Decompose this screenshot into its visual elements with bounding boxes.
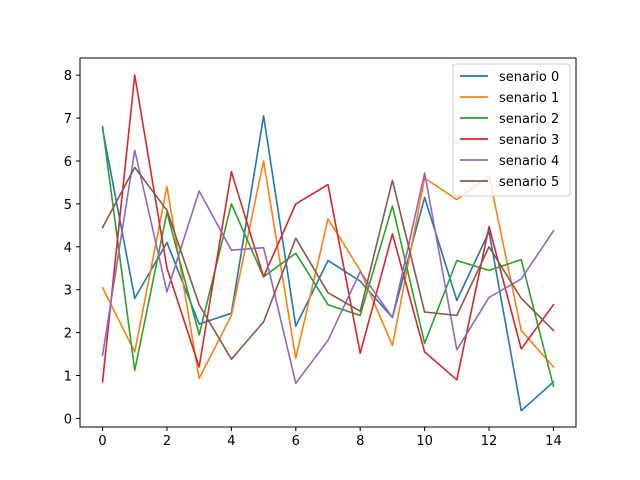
x-tick-label: 6	[292, 434, 300, 449]
legend-label: senario 4	[499, 154, 559, 169]
y-tick-label: 7	[64, 112, 72, 127]
series-line-4	[101, 149, 555, 385]
legend-label: senario 1	[499, 91, 559, 106]
y-tick-label: 6	[64, 155, 72, 170]
legend-label: senario 2	[499, 112, 559, 127]
legend-label: senario 5	[499, 175, 559, 190]
x-tick-label: 2	[163, 434, 171, 449]
series-line-2	[101, 125, 555, 388]
x-tick-label: 0	[98, 434, 106, 449]
series-line-5	[101, 166, 555, 361]
y-tick-label: 5	[64, 198, 72, 213]
legend-label: senario 0	[499, 70, 559, 85]
y-tick-label: 2	[64, 327, 72, 342]
series-line-3	[101, 74, 555, 383]
plot-lines	[101, 74, 555, 412]
x-tick-label: 12	[481, 434, 498, 449]
y-tick-label: 4	[64, 241, 72, 256]
x-tick-label: 8	[356, 434, 364, 449]
y-tick-label: 1	[64, 370, 72, 385]
y-tick-label: 3	[64, 284, 72, 299]
legend-label: senario 3	[499, 133, 559, 148]
x-tick-label: 14	[545, 434, 562, 449]
legend: senario 0 senario 1 senario 2 senario 3 sena…	[452, 63, 571, 197]
plot-frame	[79, 57, 577, 428]
x-tick-label: 10	[416, 434, 433, 449]
y-tick-label: 0	[64, 412, 72, 427]
y-axis: 0 1 2 3 4 5 6 7 8	[64, 69, 80, 427]
y-tick-label: 8	[64, 69, 72, 84]
x-axis: 0 2 4 6 8 10 12 14	[98, 427, 562, 449]
x-tick-label: 4	[227, 434, 235, 449]
series-line-0	[101, 115, 555, 412]
